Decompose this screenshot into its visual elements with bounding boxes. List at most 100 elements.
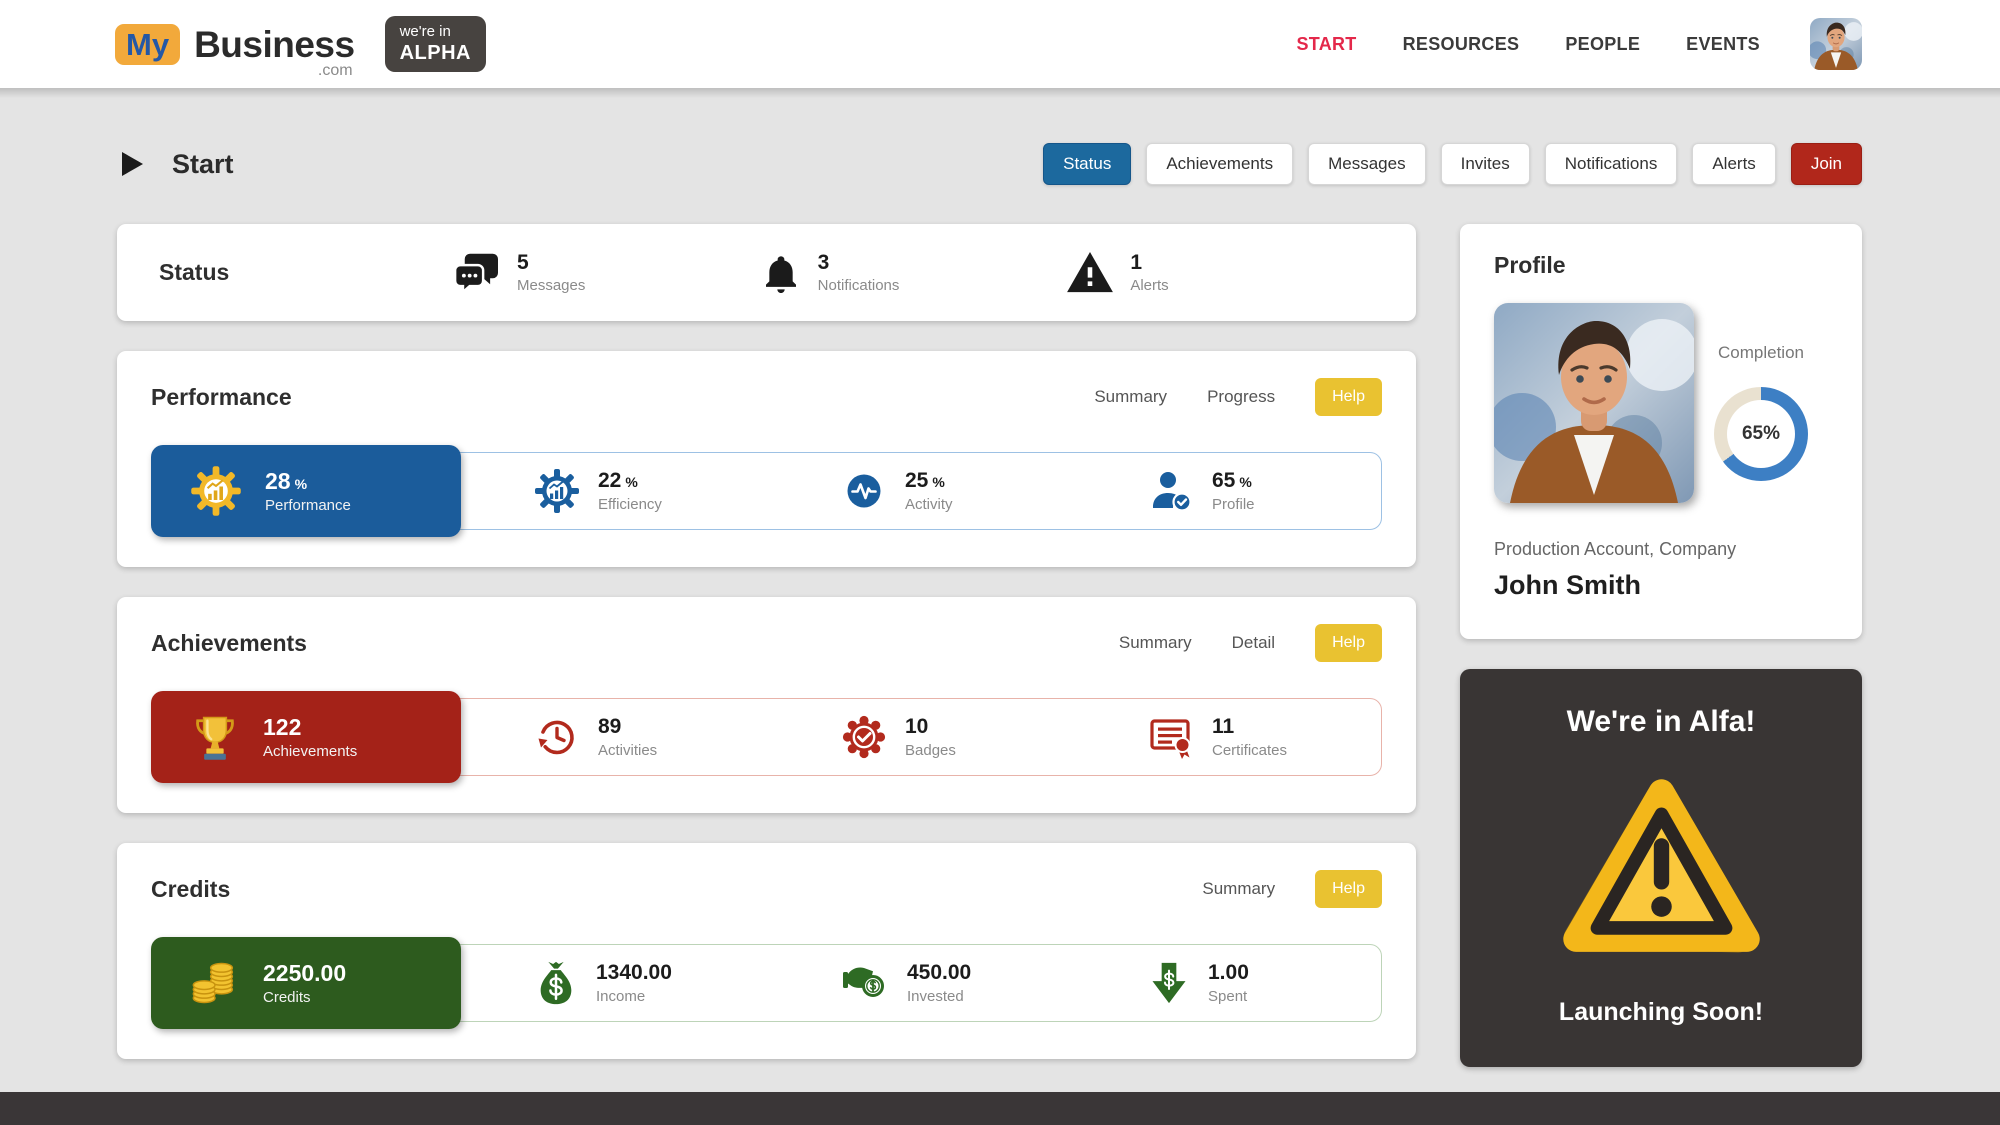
achievements-button[interactable]: Achievements [1146, 143, 1294, 185]
nav-item-start[interactable]: START [1296, 33, 1357, 54]
notifications-count: 3 [817, 250, 830, 274]
certificates-label: Certificates [1212, 741, 1288, 759]
efficiency-gear-icon [535, 469, 579, 513]
achievements-card: Achievements Summary Detail Help [117, 597, 1416, 813]
activities-label: Activities [598, 741, 658, 759]
trophy-icon [196, 716, 234, 760]
stat-badges: 10 Badges [768, 713, 1075, 761]
credits-amount: 2250.00 [263, 960, 347, 987]
nav-item-people[interactable]: PEOPLE [1565, 33, 1641, 54]
status-card: Status 5 Messages [117, 224, 1416, 321]
coins-icon [192, 962, 234, 1004]
achievements-card-title: Achievements [151, 629, 307, 656]
activity-pulse-icon [847, 474, 881, 508]
warning-icon [1067, 251, 1114, 292]
logo-domain-text: .com [317, 61, 353, 79]
achievements-summary-link[interactable]: Summary [1118, 633, 1192, 652]
stat-alerts: 1 Alerts [1067, 251, 1374, 295]
nav-item-resources[interactable]: RESOURCES [1402, 33, 1520, 54]
profile-percent-label: Profile [1212, 495, 1255, 513]
spent-label: Spent [1208, 987, 1248, 1005]
nav-item-events[interactable]: EVENTS [1686, 33, 1760, 54]
user-avatar[interactable] [1810, 18, 1862, 70]
notifications-button[interactable]: Notifications [1544, 143, 1678, 185]
achievements-help-button[interactable]: Help [1315, 624, 1382, 662]
performance-progress-link[interactable]: Progress [1207, 387, 1276, 406]
status-button[interactable]: Status [1043, 143, 1132, 185]
credits-help-button[interactable]: Help [1315, 870, 1382, 908]
profile-percent-value: 65 [1212, 469, 1236, 493]
completion-value: 65% [1727, 400, 1795, 468]
alpha-announcement-card: We're in Alfa! Launching Soon! [1460, 669, 1862, 1067]
invites-button[interactable]: Invites [1440, 143, 1530, 185]
profile-card-title: Profile [1494, 252, 1566, 278]
stat-notifications: 3 Notifications [761, 251, 1068, 295]
hand-coin-icon [843, 967, 884, 997]
achievements-detail-link[interactable]: Detail [1231, 633, 1276, 652]
page-toolbar: Start Status Achievements Messages Invit… [0, 138, 2000, 190]
arrow-down-dollar-icon [1152, 962, 1186, 1004]
alerts-count: 1 [1130, 250, 1143, 274]
activities-count: 89 [598, 715, 622, 739]
achievements-count: 122 [263, 714, 302, 741]
alpha-badge-line1: we're in [399, 23, 451, 40]
performance-help-button[interactable]: Help [1315, 378, 1382, 416]
main-nav: START RESOURCES PEOPLE EVENTS [1296, 34, 1760, 55]
performance-summary-link[interactable]: Summary [1094, 387, 1168, 406]
credits-label: Credits [263, 988, 311, 1006]
header-shadow-divider [0, 88, 2000, 98]
stat-certificates: 11 Certificates [1075, 713, 1382, 761]
achievements-label: Achievements [263, 742, 358, 760]
left-column: Status 5 Messages [117, 224, 1416, 1059]
clock-history-icon [538, 720, 574, 755]
main-content: Status 5 Messages [0, 224, 2000, 1067]
money-bag-icon [540, 961, 572, 1005]
messages-button[interactable]: Messages [1308, 143, 1426, 185]
alerts-button[interactable]: Alerts [1692, 143, 1776, 185]
footer-bar [0, 1092, 2000, 1125]
logo-my-box: My [115, 23, 181, 65]
credits-summary-link[interactable]: Summary [1202, 879, 1276, 898]
logo-business-text: Business [194, 23, 355, 65]
badge-rosette-icon [842, 715, 886, 759]
income-label: Income [596, 987, 646, 1005]
profile-photo [1494, 303, 1694, 503]
spent-amount: 1.00 [1208, 961, 1249, 985]
page-title-text: Start [172, 148, 234, 179]
performance-highlight-tile: 28% Performance [151, 445, 461, 537]
bell-icon [765, 255, 796, 293]
credits-highlight-tile: 2250.00 Credits [151, 937, 461, 1029]
credits-card-title: Credits [151, 875, 231, 902]
performance-gear-icon [191, 466, 241, 516]
alpha-status-badge: we're in ALPHA [384, 16, 486, 72]
stat-activity: 25% Activity [768, 467, 1075, 515]
efficiency-label: Efficiency [598, 495, 662, 513]
profile-user-name: John Smith [1494, 570, 1641, 600]
play-icon [122, 152, 143, 176]
credits-card: Credits Summary Help [117, 843, 1416, 1059]
certificate-icon [1150, 719, 1191, 759]
invested-amount: 450.00 [907, 961, 972, 985]
certificates-count: 11 [1212, 715, 1235, 739]
badges-count: 10 [905, 715, 929, 739]
completion-label: Completion [1718, 343, 1804, 362]
profile-account-type: Production Account, Company [1494, 539, 1737, 559]
stat-income: 1340.00 Income [461, 959, 768, 1007]
page-title: Start [120, 149, 234, 180]
right-column: Profile Completion 65% Production Accoun… [1460, 224, 1862, 1067]
alpha-badge-line2: ALPHA [399, 42, 471, 64]
messages-label: Messages [517, 277, 586, 295]
achievements-highlight-tile: 122 Achievements [151, 691, 461, 783]
performance-card-title: Performance [151, 383, 292, 410]
app-logo[interactable]: My Business .com [115, 23, 355, 79]
efficiency-value: 22 [598, 469, 622, 493]
status-card-title: Status [159, 259, 230, 285]
activity-value: 25 [905, 469, 929, 493]
profile-person-check-icon [1153, 472, 1192, 512]
warning-3d-icon [1562, 778, 1760, 953]
stat-messages: 5 Messages [454, 251, 761, 295]
performance-card: Performance Summary Progress Help [117, 351, 1416, 567]
join-button[interactable]: Join [1790, 143, 1862, 185]
stat-profile: 65% Profile [1075, 467, 1382, 515]
invested-label: Invested [907, 987, 964, 1005]
